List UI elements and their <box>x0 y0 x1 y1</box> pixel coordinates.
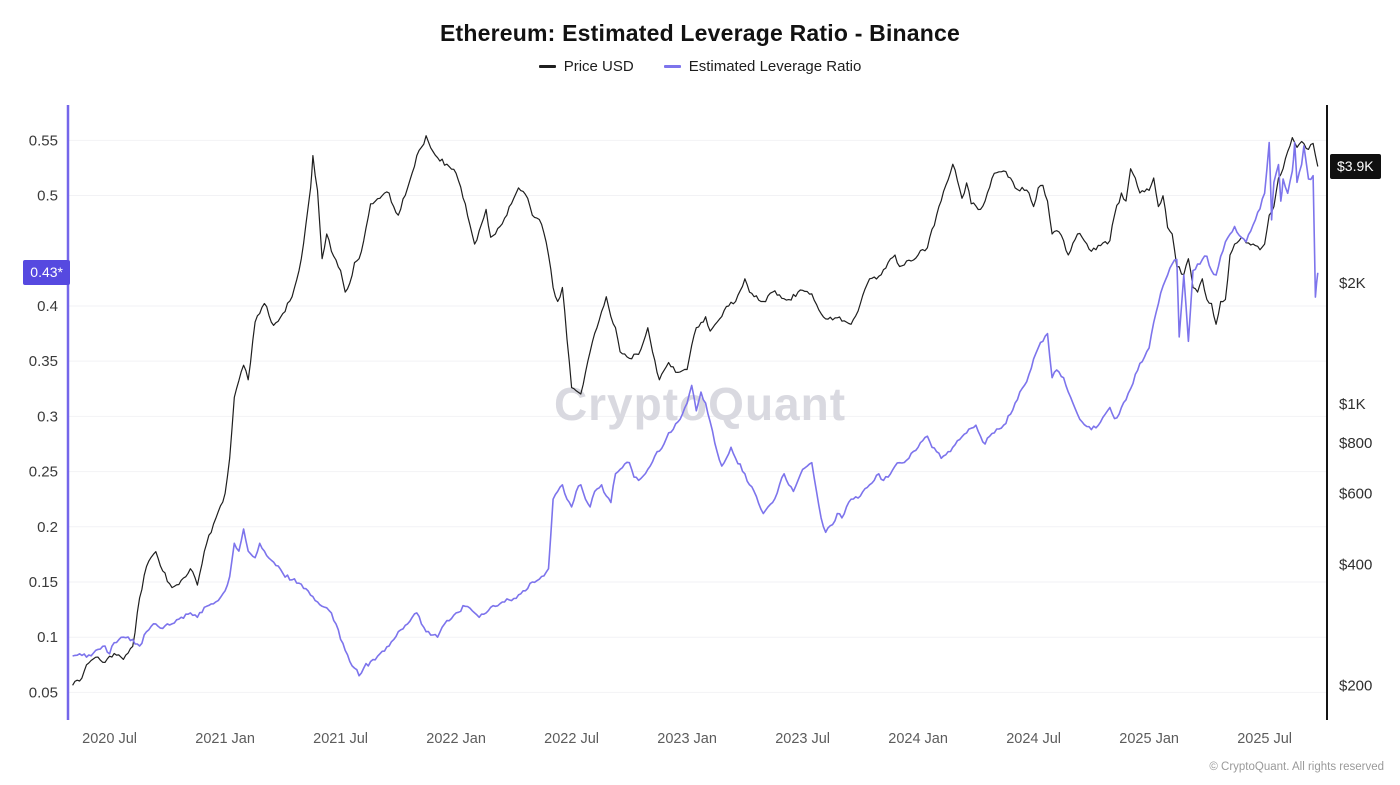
x-axis-tick: 2022 Jan <box>426 731 486 747</box>
price-current-badge: $3.9K <box>1330 153 1381 179</box>
right-axis-tick: $1K <box>1339 396 1366 413</box>
legend-item-estimated-leverage-ratio[interactable]: Estimated Leverage Ratio <box>663 58 862 75</box>
right-axis-tick: $600 <box>1339 485 1372 502</box>
series-layer <box>72 135 1319 686</box>
legend-label-price-usd: Price USD <box>563 58 634 75</box>
chart-header: Ethereum: Estimated Leverage Ratio - Bin… <box>0 0 1400 75</box>
legend-item-price-usd[interactable]: Price USD <box>538 58 634 75</box>
estimated-leverage-ratio-line <box>72 141 1319 677</box>
axis-lines <box>66 105 1328 720</box>
x-axis-tick: 2020 Jul <box>82 731 137 747</box>
right-axis-tick: $400 <box>1339 556 1372 573</box>
right-axis-tick: $200 <box>1339 677 1372 694</box>
left-axis-tick: 0.35 <box>29 353 58 370</box>
right-axis-tick: $800 <box>1339 435 1372 452</box>
x-axis-tick: 2025 Jan <box>1119 731 1179 747</box>
copyright-note: © CryptoQuant. All rights reserved <box>1209 761 1384 773</box>
legend-label-estimated-leverage-ratio: Estimated Leverage Ratio <box>688 58 862 75</box>
left-axis-tick: 0.05 <box>29 684 58 701</box>
leverage-line-swatch <box>663 65 681 68</box>
price-line-swatch <box>538 65 556 68</box>
left-axis-tick: 0.25 <box>29 464 58 481</box>
chart-title: Ethereum: Estimated Leverage Ratio - Bin… <box>439 20 961 46</box>
axis-ticks: 0.55 0.5 0.4 0.35 0.3 0.25 0.2 0.15 0.1 0.05 $2K $1… <box>29 132 1373 747</box>
x-axis-tick: 2021 Jan <box>195 731 255 747</box>
left-axis-tick: 0.3 <box>37 408 58 425</box>
left-axis-tick: 0.15 <box>29 574 58 591</box>
x-axis-tick: 2023 Jul <box>775 731 830 747</box>
left-axis-tick: 0.1 <box>37 629 58 646</box>
x-axis-tick: 2024 Jul <box>1006 731 1061 747</box>
cryptoquant-watermark: CryptoQuant <box>554 378 846 430</box>
price-usd-line <box>72 135 1319 686</box>
left-axis-tick: 0.55 <box>29 132 58 149</box>
left-axis-tick: 0.5 <box>37 188 58 205</box>
right-axis-tick: $2K <box>1339 275 1366 292</box>
x-axis-tick: 2021 Jul <box>313 731 368 747</box>
x-axis-tick: 2024 Jan <box>888 731 948 747</box>
x-axis-tick: 2023 Jan <box>657 731 717 747</box>
left-axis-tick: 0.4 <box>37 298 58 315</box>
left-axis-tick: 0.2 <box>37 519 58 536</box>
chart-legend: Price USD Estimated Leverage Ratio <box>0 58 1400 75</box>
leverage-current-badge: 0.43* <box>23 260 70 286</box>
x-axis-tick: 2025 Jul <box>1237 731 1292 747</box>
gridlines <box>68 139 1327 693</box>
x-axis-tick: 2022 Jul <box>544 731 599 747</box>
